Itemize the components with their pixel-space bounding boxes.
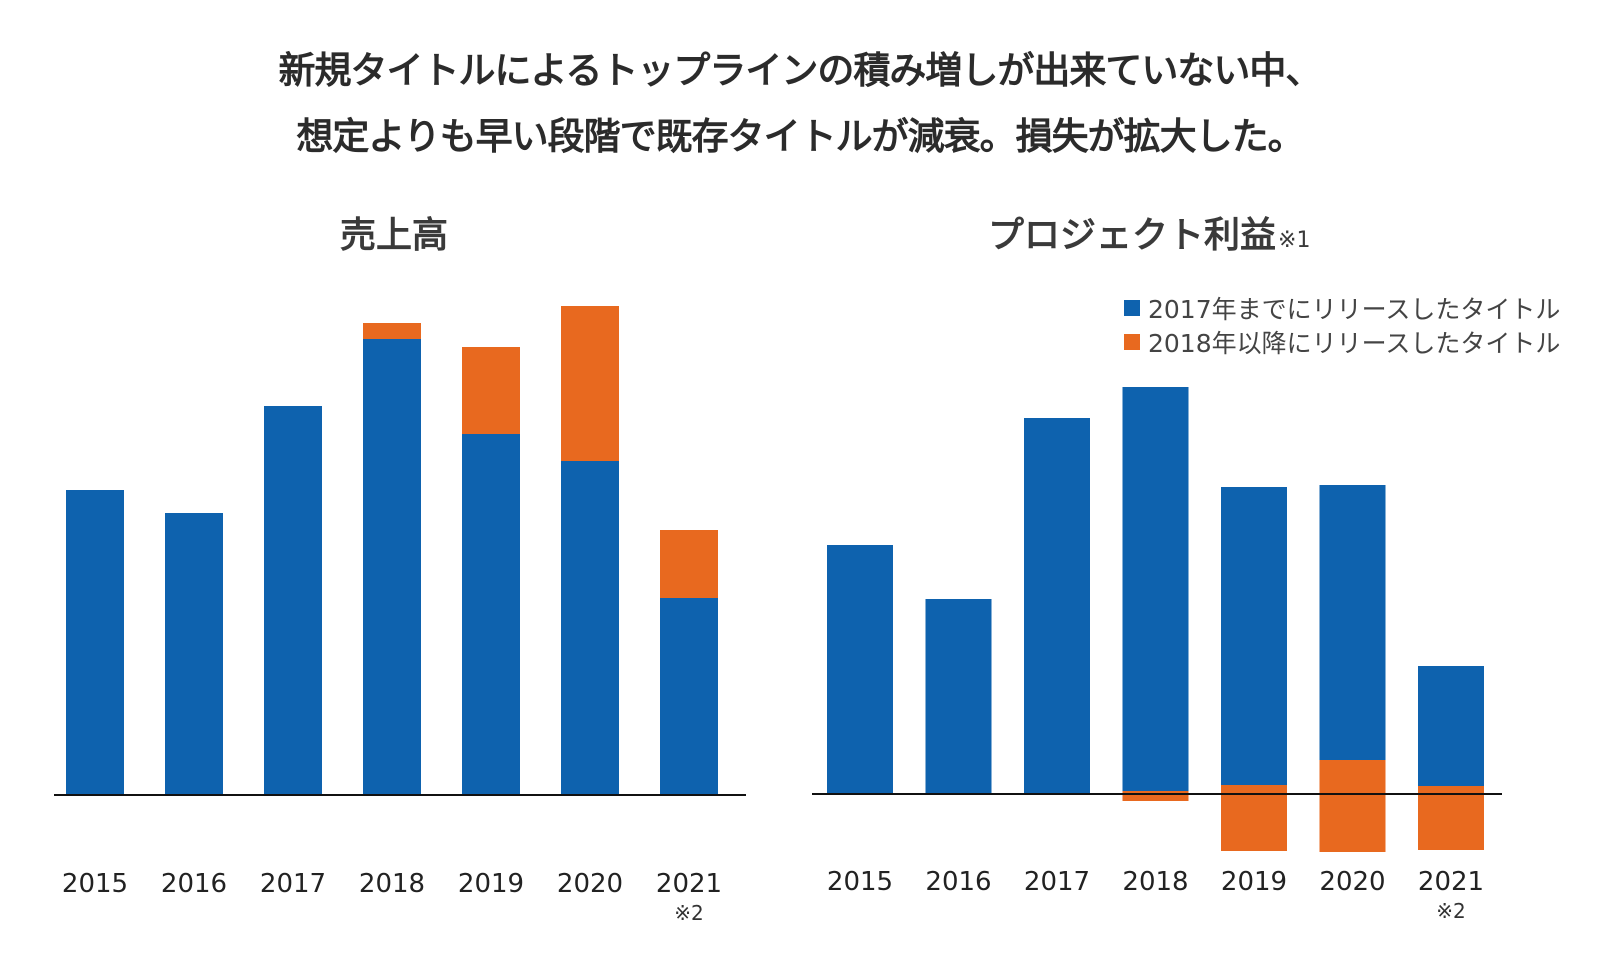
legend-item-post2018: 2018年以降にリリースしたタイトル — [1124, 324, 1560, 360]
profit-bar-post2018-2021 — [1418, 786, 1484, 850]
profit-x-tick-label: 2015 — [827, 867, 893, 897]
sales-bar-pre2017-2016 — [165, 513, 223, 795]
sales-bar-post2018-2019 — [462, 347, 520, 434]
profit-chart-title-text: プロジェクト利益 — [988, 215, 1277, 256]
profit-x-tick-label: 2016 — [925, 867, 991, 897]
legend-swatch-post2018 — [1124, 334, 1140, 350]
sales-bar-pre2017-2015 — [66, 490, 124, 795]
sales-bar-pre2017-2021 — [660, 598, 718, 795]
sales-bar-post2018-2018 — [363, 323, 421, 339]
sales-bar-post2018-2021 — [660, 530, 718, 598]
legend-label-post2018: 2018年以降にリリースしたタイトル — [1148, 329, 1561, 358]
profit-bar-pre2017-2016 — [925, 599, 992, 794]
profit-bar-pre2017-2018 — [1122, 387, 1189, 791]
sales-x-tick-label: 2016 — [161, 869, 227, 899]
profit-bar-post2018-2019 — [1221, 785, 1287, 851]
profit-chart-title: プロジェクト利益※1 — [988, 206, 1310, 258]
profit-bar-post2018-2020 — [1319, 760, 1386, 852]
sales-bar-pre2017-2020 — [561, 461, 619, 795]
legend-label-pre2017: 2017年までにリリースしたタイトル — [1148, 295, 1561, 324]
sales-x-tick-label: 2020 — [557, 869, 623, 899]
profit-bar-pre2017-2020 — [1319, 485, 1386, 760]
sales-x-tick-label: 2019 — [458, 869, 524, 899]
profit-bar-post2018-2018 — [1122, 791, 1189, 801]
profit-bar-pre2017-2019 — [1221, 487, 1287, 785]
sales-bar-pre2017-2019 — [462, 434, 520, 795]
profit-x-tick-label: 2020 — [1319, 867, 1385, 897]
profit-x-tick-label: 2019 — [1221, 867, 1287, 897]
sales-x-tick-label: 2015 — [62, 869, 128, 899]
sales-x-tick-note: ※2 — [674, 901, 703, 925]
profit-x-tick-label: 2021 — [1418, 867, 1484, 897]
legend-swatch-pre2017 — [1124, 300, 1140, 316]
profit-bar-pre2017-2021 — [1418, 666, 1484, 786]
profit-x-tick-label: 2017 — [1024, 867, 1090, 897]
sales-bar-pre2017-2017 — [264, 406, 322, 795]
profit-x-tick-note: ※2 — [1436, 899, 1465, 923]
sales-x-tick-label: 2021 — [656, 869, 722, 899]
profit-x-tick-label: 2018 — [1122, 867, 1188, 897]
sales-bar-post2018-2020 — [561, 306, 619, 461]
legend-item-pre2017: 2017年までにリリースしたタイトル — [1124, 290, 1560, 326]
profit-chart-title-note: ※1 — [1278, 228, 1311, 253]
headline-line-2: 想定よりも早い段階で既存タイトルが減衰。損失が拡大した。 — [296, 115, 1304, 158]
sales-chart-title: 売上高 — [340, 215, 449, 256]
sales-x-tick-label: 2018 — [359, 869, 425, 899]
sales-x-tick-label: 2017 — [260, 869, 326, 899]
headline-line-1: 新規タイトルによるトップラインの積み増しが出来ていない中、 — [278, 49, 1323, 92]
profit-bar-pre2017-2015 — [827, 545, 893, 794]
sales-bar-pre2017-2018 — [363, 339, 421, 795]
profit-bar-pre2017-2017 — [1024, 418, 1090, 794]
